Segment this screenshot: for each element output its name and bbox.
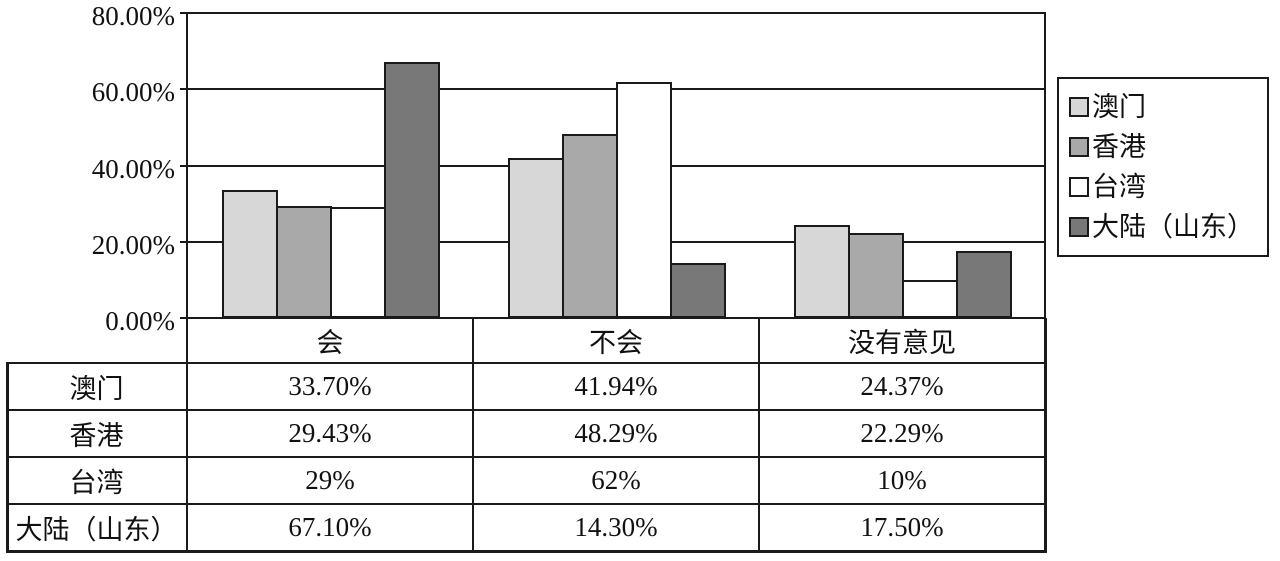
- table-cell-mainland-shandong-will: 67.10%: [288, 512, 372, 542]
- table-row-label-hongkong: 香港: [69, 421, 124, 451]
- table-row-label-taiwan: 台湾: [69, 468, 124, 498]
- bar-taiwan-will: [330, 207, 386, 318]
- bar-hongkong-no-opinion: [848, 233, 904, 318]
- bar-mainland-shandong-no-opinion: [956, 251, 1012, 318]
- table-cell-hongkong-no-opinion: 22.29%: [860, 418, 944, 448]
- legend-swatch-hongkong: [1069, 137, 1089, 157]
- table-cell-hongkong-wont: 48.29%: [574, 418, 658, 448]
- legend-item-mainland-shandong: 大陆（山东）: [1069, 208, 1261, 246]
- table-header-will: 会: [316, 328, 344, 358]
- table-row-label-mainland-shandong: 大陆（山东）: [15, 515, 178, 545]
- table-border-col-2: [472, 318, 474, 553]
- gridline-60.00%: [180, 88, 1045, 90]
- legend: 澳门香港台湾大陆（山东）: [1057, 77, 1269, 257]
- bar-macau-will: [222, 190, 278, 318]
- table-border-header-bottom: [6, 362, 1047, 364]
- legend-label-hongkong: 香港: [1092, 132, 1146, 162]
- legend-swatch-mainland-shandong: [1069, 217, 1089, 237]
- table-border-col-3: [758, 318, 760, 553]
- table-row-border-2: [6, 456, 1047, 458]
- table-cell-macau-wont: 41.94%: [574, 371, 658, 401]
- bar-macau-no-opinion: [794, 225, 850, 318]
- table-cell-mainland-shandong-no-opinion: 17.50%: [860, 512, 944, 542]
- y-tick-label-80.00%: 80.00%: [91, 1, 175, 31]
- y-tick-0.00%: [180, 317, 189, 319]
- table-border-left-outer: [6, 363, 9, 553]
- legend-item-taiwan: 台湾: [1069, 168, 1261, 206]
- legend-swatch-taiwan: [1069, 177, 1089, 197]
- bar-taiwan-wont: [616, 82, 672, 318]
- legend-swatch-macau: [1069, 97, 1089, 117]
- table-cell-macau-will: 33.70%: [288, 371, 372, 401]
- legend-item-macau: 澳门: [1069, 88, 1261, 126]
- table-border-col-labels: [186, 318, 188, 553]
- table-row-border-1: [6, 409, 1047, 411]
- legend-label-macau: 澳门: [1092, 92, 1146, 122]
- bar-hongkong-wont: [562, 134, 618, 318]
- bar-mainland-shandong-will: [384, 62, 440, 318]
- table-cell-mainland-shandong-wont: 14.30%: [574, 512, 658, 542]
- table-cell-taiwan-will: 29%: [305, 465, 355, 495]
- table-border-right-outer: [1044, 318, 1047, 553]
- bar-taiwan-no-opinion: [902, 280, 958, 318]
- table-cell-taiwan-no-opinion: 10%: [877, 465, 927, 495]
- table-row-border-3: [6, 503, 1047, 505]
- y-tick-label-40.00%: 40.00%: [91, 154, 175, 184]
- table-cell-hongkong-will: 29.43%: [288, 418, 372, 448]
- bar-hongkong-will: [276, 206, 332, 318]
- bar-macau-wont: [508, 158, 564, 318]
- y-tick-label-60.00%: 60.00%: [91, 77, 175, 107]
- table-cell-macau-no-opinion: 24.37%: [860, 371, 944, 401]
- legend-label-taiwan: 台湾: [1092, 172, 1146, 202]
- y-tick-80.00%: [180, 12, 189, 14]
- y-tick-label-0.00%: 0.00%: [105, 306, 175, 336]
- table-header-no-opinion: 没有意见: [848, 328, 956, 358]
- legend-item-hongkong: 香港: [1069, 128, 1261, 166]
- bar-mainland-shandong-wont: [670, 263, 726, 318]
- y-tick-label-20.00%: 20.00%: [91, 230, 175, 260]
- table-cell-taiwan-wont: 62%: [591, 465, 641, 495]
- table-row-label-macau: 澳门: [69, 374, 124, 404]
- table-border-bottom-outer: [6, 550, 1047, 553]
- legend-label-mainland-shandong: 大陆（山东）: [1092, 212, 1254, 242]
- table-header-wont: 不会: [589, 328, 643, 358]
